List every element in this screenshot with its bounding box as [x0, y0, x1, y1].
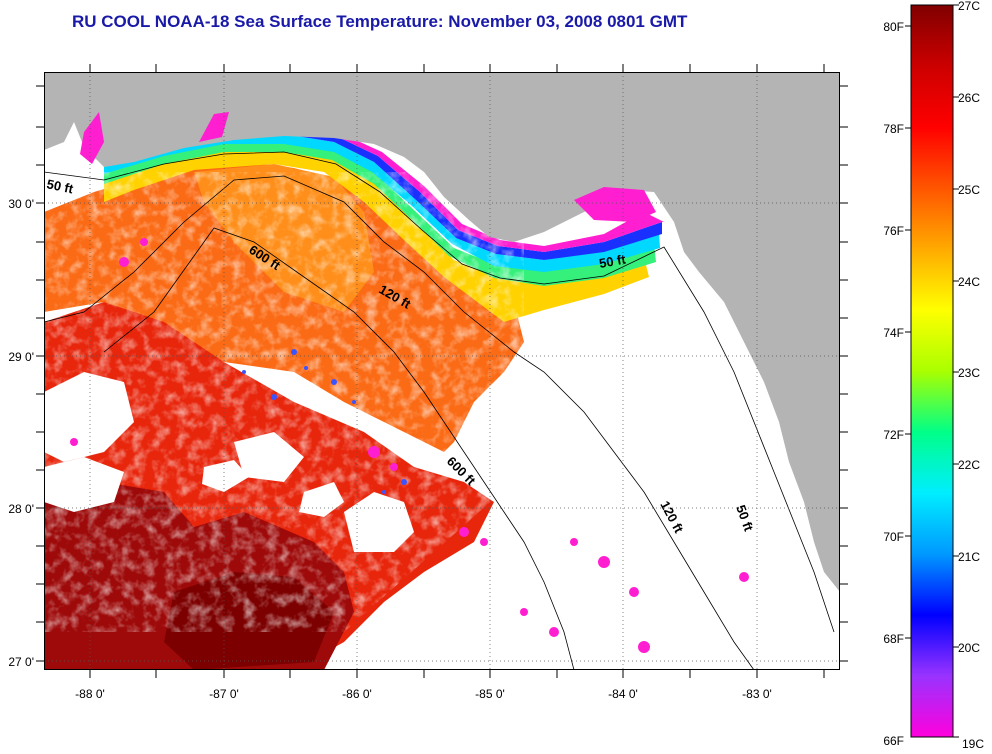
cb-c-20: 20C: [958, 641, 980, 655]
nearshore-green: [104, 140, 656, 286]
cb-f-78: 78F: [883, 122, 904, 136]
cb-c-23: 23C: [958, 366, 980, 380]
lon-label-84: -84 0': [608, 687, 638, 701]
cb-f-80: 80F: [883, 20, 904, 34]
isobath-50ft-line: [44, 151, 835, 633]
cb-c-25: 25C: [958, 183, 980, 197]
map-title: RU COOL NOAA-18 Sea Surface Temperature:…: [72, 12, 688, 31]
colorbar-fahrenheit-labels: 80F 78F 76F 74F 72F 70F 68F 66F: [883, 20, 904, 748]
graticule: [44, 72, 840, 670]
lat-label-29: 29 0': [8, 350, 34, 364]
mottled-texture: [44, 172, 524, 632]
land-northern-coast: [44, 72, 840, 592]
blue-speckles: [242, 349, 407, 494]
isobath-120ft-line: [44, 175, 755, 670]
cb-f-76: 76F: [883, 224, 904, 238]
cb-c-27: 27C: [958, 0, 980, 13]
isobath-label-50ft-west: 50 ft: [45, 176, 75, 196]
latitude-labels: 30 0' 29 0' 28 0' 27 0': [8, 197, 34, 669]
cb-f-72: 72F: [883, 428, 904, 442]
lon-label-86: -86 0': [342, 687, 372, 701]
lat-label-27: 27 0': [8, 655, 34, 669]
land-bay-mobile: [199, 112, 229, 142]
cb-c-21: 21C: [958, 550, 980, 564]
colorbar-ticks: [905, 4, 959, 738]
colorbar-celsius-labels: 27C 26C 25C 24C 23C 22C 21C 20C 19C: [958, 0, 984, 751]
cb-f-68: 68F: [883, 632, 904, 646]
lon-label-83: -83 0': [742, 687, 772, 701]
lon-label-87: -87 0': [209, 687, 239, 701]
longitude-labels: -88 0' -87 0' -86 0' -85 0' -84 0' -83 0…: [75, 687, 772, 701]
lon-label-88: -88 0': [75, 687, 105, 701]
cb-c-19: 19C: [962, 737, 984, 751]
cb-f-74: 74F: [883, 326, 904, 340]
sst-map: 50 ft 50 ft 50 ft 120 ft 120 ft 600 ft 6…: [44, 72, 840, 670]
isobath-600ft-line: [103, 227, 575, 670]
map-border: [44, 72, 840, 670]
lon-label-85: -85 0': [475, 687, 505, 701]
lat-label-28: 28 0': [8, 502, 34, 516]
land-bay-inlet: [80, 112, 104, 164]
isobath-label-50ft-east: 50 ft: [598, 251, 628, 271]
cb-f-66: 66F: [883, 734, 904, 748]
land-bay-east: [574, 187, 656, 222]
colorbar-gradient: [910, 4, 954, 738]
cb-c-26: 26C: [958, 91, 980, 105]
cb-c-24: 24C: [958, 275, 980, 289]
cb-c-22: 22C: [958, 458, 980, 472]
cb-f-70: 70F: [883, 530, 904, 544]
lat-label-30: 30 0': [8, 197, 34, 211]
